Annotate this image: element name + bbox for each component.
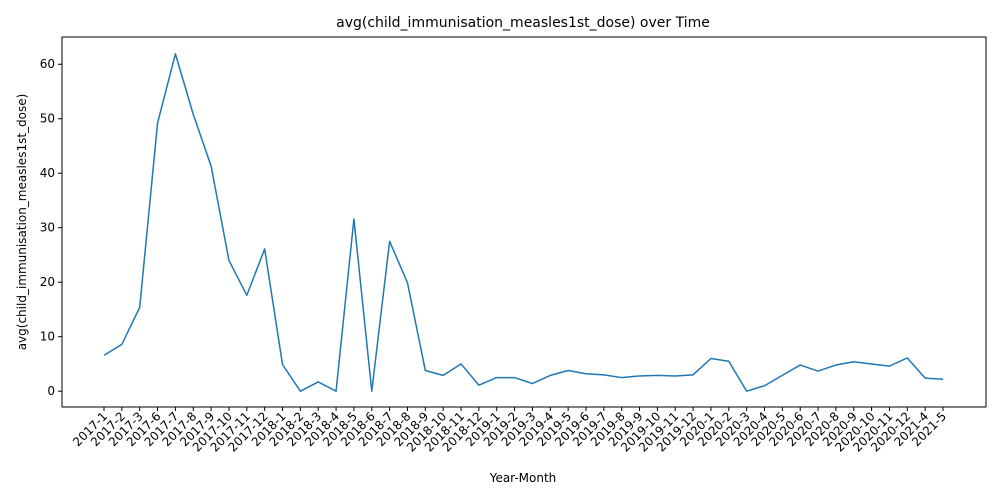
y-tick-label: 40 [40, 166, 55, 180]
y-tick-label: 20 [40, 275, 55, 289]
x-axis: 2017-12017-22017-32017-62017-72017-82017… [70, 407, 949, 455]
y-tick-label: 10 [40, 330, 55, 344]
y-tick-label: 60 [40, 57, 55, 71]
y-axis-label: avg(child_immunisation_measles1st_dose) [15, 94, 29, 351]
y-tick-label: 0 [47, 384, 55, 398]
y-tick-label: 50 [40, 112, 55, 126]
chart-title: avg(child_immunisation_measles1st_dose) … [336, 15, 710, 31]
plot-area: 0 10 20 30 40 50 60 2017-12017-22017-32017-620… [40, 36, 987, 455]
y-axis: 0 10 20 30 40 50 60 [40, 57, 62, 398]
series-line [103, 53, 944, 392]
plot-frame [61, 36, 987, 408]
y-tick-label: 30 [40, 221, 55, 235]
x-axis-label: Year-Month [489, 471, 557, 485]
